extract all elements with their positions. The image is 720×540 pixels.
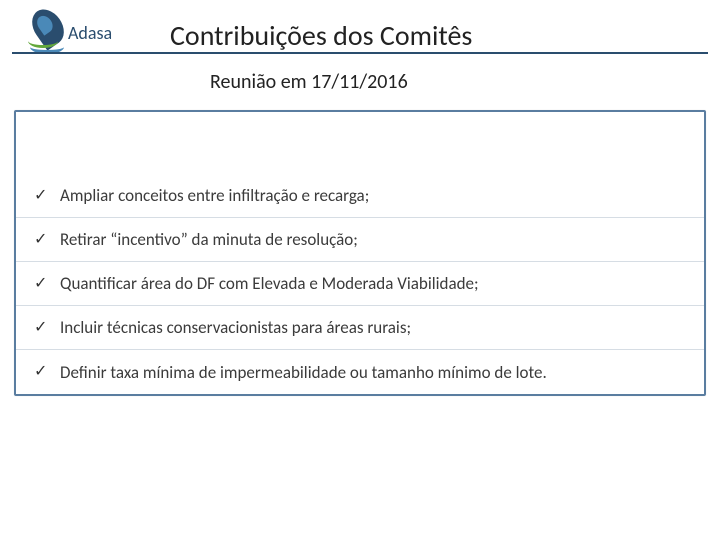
list-item: ✓ Retirar “incentivo” da minuta de resol…	[16, 218, 704, 262]
brand-name: Adasa	[68, 22, 112, 44]
content-panel: ✓ Ampliar conceitos entre infiltração e …	[14, 110, 706, 396]
check-icon: ✓	[34, 188, 50, 204]
bullet-list: ✓ Ampliar conceitos entre infiltração e …	[16, 174, 704, 394]
slide: Adasa Contribuições dos Comitês Reunião …	[0, 0, 720, 540]
list-item: ✓ Definir taxa mínima de impermeabilidad…	[16, 350, 704, 394]
header-rule	[12, 52, 708, 54]
page-title: Contribuições dos Comitês	[170, 18, 472, 53]
slide-header: Adasa Contribuições dos Comitês	[0, 10, 720, 58]
list-item: ✓ Ampliar conceitos entre infiltração e …	[16, 174, 704, 218]
list-item: ✓ Quantificar área do DF com Elevada e M…	[16, 262, 704, 306]
check-icon: ✓	[34, 320, 50, 336]
list-item-text: Retirar “incentivo” da minuta de resoluç…	[60, 229, 358, 250]
list-item-text: Incluir técnicas conservacionistas para …	[60, 317, 411, 338]
list-item-text: Definir taxa mínima de impermeabilidade …	[60, 362, 547, 383]
list-item: ✓ Incluir técnicas conservacionistas par…	[16, 306, 704, 350]
decorative-blob	[42, 416, 382, 540]
brand-logo: Adasa	[16, 10, 116, 50]
check-icon: ✓	[34, 364, 50, 380]
list-item-text: Quantificar área do DF com Elevada e Mod…	[60, 273, 479, 294]
check-icon: ✓	[34, 276, 50, 292]
list-item-text: Ampliar conceitos entre infiltração e re…	[60, 185, 369, 206]
brand-swoosh-green-icon	[28, 34, 58, 48]
page-subtitle: Reunião em 17/11/2016	[210, 70, 408, 94]
check-icon: ✓	[34, 232, 50, 248]
